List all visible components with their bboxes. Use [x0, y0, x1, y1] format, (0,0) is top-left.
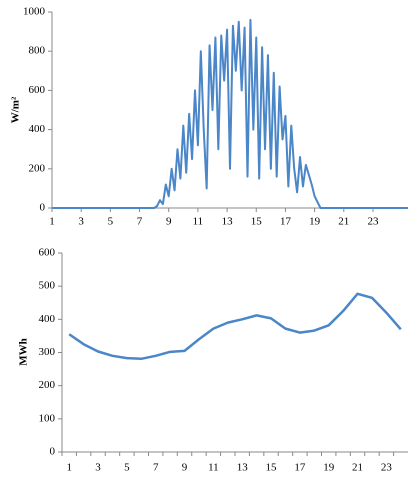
- x-tick-label: 21: [338, 216, 349, 228]
- x-tick-label: 5: [124, 462, 130, 474]
- x-tick-label: 11: [208, 462, 219, 474]
- data-line: [52, 18, 408, 209]
- y-tick-label: 200: [29, 162, 46, 174]
- y-tick-label: 1000: [23, 6, 46, 18]
- x-tick-label: 7: [137, 216, 143, 228]
- x-tick-label: 17: [294, 462, 306, 474]
- x-tick-label: 3: [95, 462, 101, 474]
- y-axis-label: W/m²: [10, 96, 22, 123]
- y-tick-label: 600: [39, 247, 56, 259]
- x-tick-label: 1: [66, 462, 72, 474]
- x-tick-label: 13: [237, 462, 249, 474]
- x-tick-label: 9: [182, 462, 188, 474]
- x-tick-label: 5: [108, 216, 114, 228]
- x-tick-label: 7: [153, 462, 159, 474]
- x-tick-label: 1: [49, 216, 55, 228]
- x-tick-label: 9: [166, 216, 172, 228]
- y-tick-label: 400: [39, 313, 56, 325]
- y-tick-label: 0: [40, 202, 46, 214]
- x-tick-label: 17: [280, 216, 292, 228]
- x-tick-label: 15: [251, 216, 263, 228]
- x-tick-label: 13: [222, 216, 234, 228]
- y-tick-label: 600: [29, 84, 46, 96]
- y-tick-label: 500: [39, 280, 56, 292]
- x-tick-label: 11: [193, 216, 204, 228]
- x-tick-label: 21: [352, 462, 363, 474]
- y-tick-label: 0: [50, 446, 56, 458]
- y-axis-label: MWh: [18, 338, 30, 366]
- x-tick-label: 15: [266, 462, 278, 474]
- y-tick-label: 800: [29, 45, 46, 57]
- x-tick-label: 3: [78, 216, 84, 228]
- y-tick-label: 300: [39, 346, 56, 358]
- data-line: [68, 292, 402, 361]
- x-tick-label: 23: [381, 462, 393, 474]
- x-tick-label: 19: [309, 216, 321, 228]
- y-tick-label: 400: [29, 123, 46, 135]
- x-tick-label: 19: [323, 462, 335, 474]
- y-tick-label: 100: [39, 412, 56, 424]
- y-tick-label: 200: [39, 379, 56, 391]
- x-tick-label: 23: [367, 216, 379, 228]
